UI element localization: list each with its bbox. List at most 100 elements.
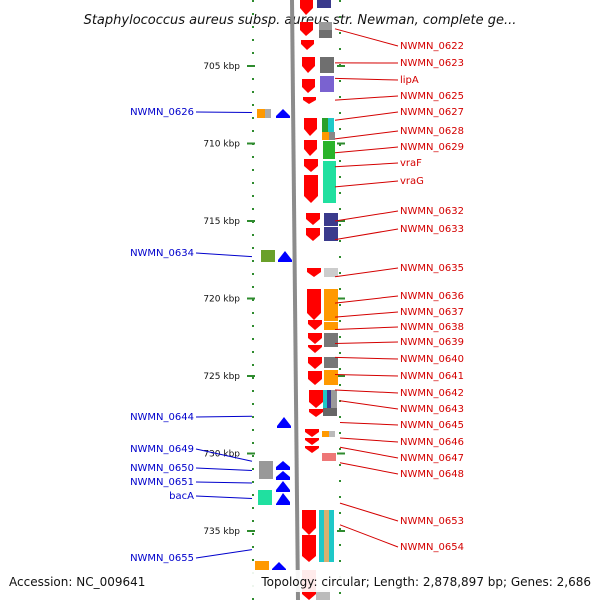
feature-box bbox=[261, 250, 275, 262]
gene-label-vraf[interactable]: vraF bbox=[400, 158, 422, 169]
gene-arrow-reverse bbox=[276, 493, 290, 505]
gene-arrow-reverse bbox=[272, 562, 286, 570]
gene-label-nwmn-0623[interactable]: NWMN_0623 bbox=[400, 58, 464, 69]
gene-arrow-forward bbox=[303, 97, 316, 104]
left-gene-labels: NWMN_0626 NWMN_0634 NWMN_0644 NWMN_0649 NWMN… bbox=[130, 107, 253, 564]
gene-connector bbox=[195, 549, 253, 559]
gene-connector bbox=[339, 422, 399, 426]
gene-label-baca[interactable]: bacA bbox=[169, 491, 194, 502]
gene-label-nwmn-0646[interactable]: NWMN_0646 bbox=[400, 437, 464, 448]
gene-label-nwmn-0648[interactable]: NWMN_0648 bbox=[400, 469, 464, 480]
gene-arrow-reverse bbox=[276, 481, 290, 492]
gene-label-nwmn-0651[interactable]: NWMN_0651 bbox=[130, 477, 194, 488]
reverse-strand-genes bbox=[272, 109, 292, 570]
feature-box bbox=[323, 408, 337, 416]
gene-label-nwmn-0632[interactable]: NWMN_0632 bbox=[400, 206, 464, 217]
gene-label-nwmn-0639[interactable]: NWMN_0639 bbox=[400, 337, 464, 348]
feature-box bbox=[259, 461, 273, 479]
topology-text: Topology: circular; Length: 2,878,897 bp… bbox=[260, 575, 591, 589]
gene-connector bbox=[334, 341, 399, 344]
scale-tick-label: 710 kbp bbox=[203, 140, 240, 150]
gene-arrow-forward bbox=[309, 390, 323, 408]
gene-connector bbox=[195, 448, 253, 462]
gene-arrow-forward bbox=[300, 0, 313, 15]
gene-arrow-forward bbox=[302, 57, 315, 73]
gene-arrow-forward bbox=[306, 228, 320, 241]
gene-label-nwmn-0641[interactable]: NWMN_0641 bbox=[400, 371, 464, 382]
gene-connector bbox=[334, 111, 399, 121]
feature-box bbox=[319, 30, 332, 38]
gene-label-nwmn-0654[interactable]: NWMN_0654 bbox=[400, 542, 464, 553]
feature-box bbox=[331, 390, 337, 408]
gene-connector bbox=[195, 481, 253, 484]
gene-label-nwmn-0635[interactable]: NWMN_0635 bbox=[400, 263, 464, 274]
gene-label-nwmn-0644[interactable]: NWMN_0644 bbox=[130, 412, 194, 423]
gene-label-nwmn-0645[interactable]: NWMN_0645 bbox=[400, 420, 464, 431]
gene-connector bbox=[334, 180, 399, 188]
gene-connector bbox=[195, 415, 253, 418]
gene-label-nwmn-0622[interactable]: NWMN_0622 bbox=[400, 41, 464, 52]
genome-backbone bbox=[290, 0, 300, 600]
gene-connector bbox=[334, 228, 399, 241]
gene-label-nwmn-0649[interactable]: NWMN_0649 bbox=[130, 444, 194, 455]
gene-arrow-forward bbox=[305, 438, 319, 445]
gene-label-nwmn-0650[interactable]: NWMN_0650 bbox=[130, 463, 194, 474]
feature-box bbox=[323, 390, 327, 408]
accession-text: Accession: NC_009641 bbox=[9, 575, 145, 589]
scale-tick-label: 735 kbp bbox=[203, 527, 240, 537]
gene-connector bbox=[334, 146, 399, 154]
feature-box bbox=[320, 76, 334, 92]
gene-label-nwmn-0628[interactable]: NWMN_0628 bbox=[400, 126, 464, 137]
gene-label-nwmn-0626[interactable]: NWMN_0626 bbox=[130, 107, 194, 118]
gene-connector bbox=[334, 77, 399, 81]
footer-background bbox=[0, 570, 600, 592]
gene-label-nwmn-0640[interactable]: NWMN_0640 bbox=[400, 354, 464, 365]
gene-label-nwmn-0643[interactable]: NWMN_0643 bbox=[400, 404, 464, 415]
gene-label-nwmn-0637[interactable]: NWMN_0637 bbox=[400, 307, 464, 318]
gene-arrow-forward bbox=[305, 429, 319, 437]
scale-tick-label: 705 kbp bbox=[203, 62, 240, 72]
gene-connector bbox=[339, 400, 399, 410]
gene-label-nwmn-0647[interactable]: NWMN_0647 bbox=[400, 453, 464, 464]
gene-arrow-forward bbox=[308, 371, 322, 385]
feature-box bbox=[327, 390, 331, 408]
gene-label-nwmn-0642[interactable]: NWMN_0642 bbox=[400, 388, 464, 399]
feature-box bbox=[324, 227, 338, 241]
gene-label-nwmn-0627[interactable]: NWMN_0627 bbox=[400, 107, 464, 118]
feature-box bbox=[319, 510, 324, 562]
gene-label-nwmn-0625[interactable]: NWMN_0625 bbox=[400, 91, 464, 102]
gene-connector bbox=[334, 95, 399, 101]
gene-label-nwmn-0629[interactable]: NWMN_0629 bbox=[400, 142, 464, 153]
gene-connector bbox=[334, 326, 399, 330]
scale-tick-label: 720 kbp bbox=[203, 295, 240, 305]
feature-box bbox=[324, 289, 338, 321]
feature-box bbox=[324, 333, 338, 347]
gene-arrow-forward bbox=[304, 175, 318, 203]
gene-label-nwmn-0653[interactable]: NWMN_0653 bbox=[400, 516, 464, 527]
feature-box bbox=[324, 370, 338, 385]
gene-label-lipa[interactable]: lipA bbox=[400, 75, 419, 86]
gene-label-nwmn-0638[interactable]: NWMN_0638 bbox=[400, 322, 464, 333]
gene-label-nwmn-0655[interactable]: NWMN_0655 bbox=[130, 553, 194, 564]
gene-arrow-forward bbox=[307, 289, 321, 320]
feature-box bbox=[322, 118, 328, 132]
gene-label-nwmn-0634[interactable]: NWMN_0634 bbox=[130, 248, 194, 259]
gene-arrow-forward bbox=[304, 140, 317, 156]
feature-box bbox=[320, 57, 334, 73]
gene-connector bbox=[334, 311, 399, 318]
scale-tick-label: 725 kbp bbox=[203, 372, 240, 382]
feature-box bbox=[322, 132, 329, 140]
gene-connector bbox=[334, 210, 399, 222]
feature-boxes bbox=[255, 0, 338, 600]
gene-connector bbox=[195, 467, 253, 472]
gene-label-nwmn-0636[interactable]: NWMN_0636 bbox=[400, 291, 464, 302]
feature-box bbox=[328, 118, 334, 132]
gene-label-vrag[interactable]: vraG bbox=[400, 176, 424, 187]
feature-box bbox=[317, 0, 331, 8]
gene-arrow-forward bbox=[302, 535, 316, 562]
gene-connector bbox=[195, 111, 253, 113]
gene-label-nwmn-0633[interactable]: NWMN_0633 bbox=[400, 224, 464, 235]
map-title: Staphylococcus aureus subsp. aureus str.… bbox=[84, 13, 517, 28]
